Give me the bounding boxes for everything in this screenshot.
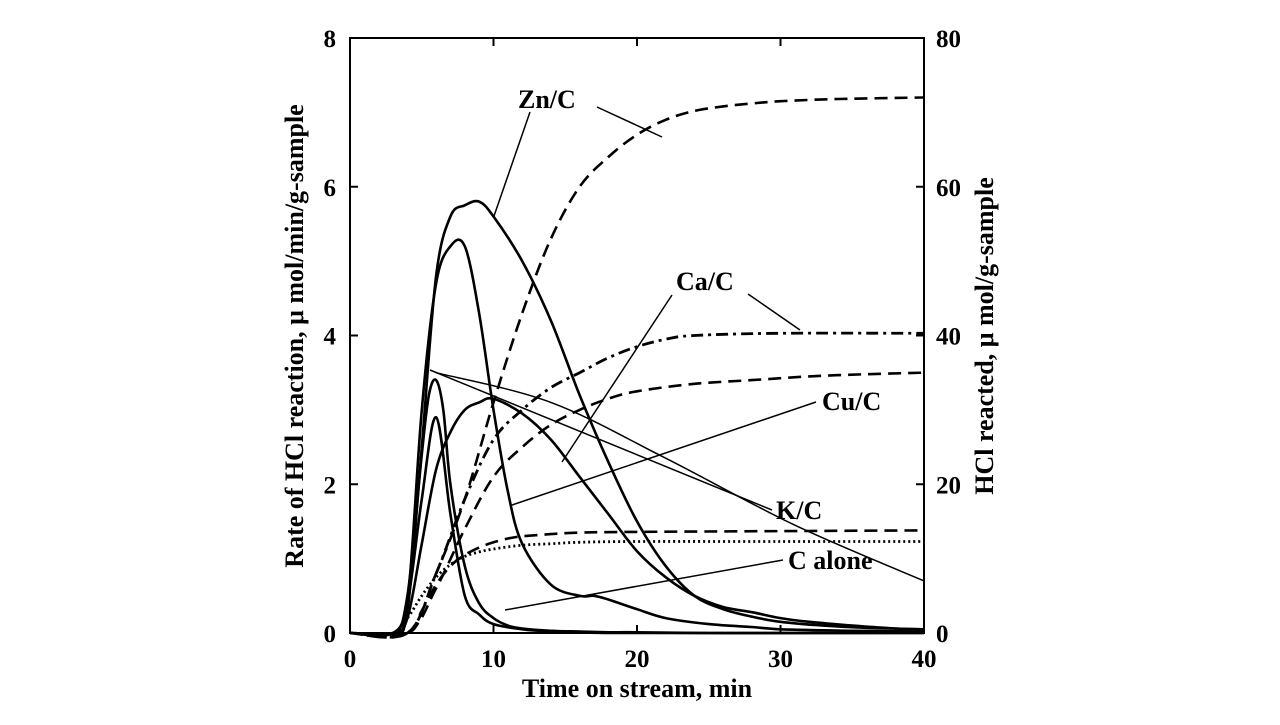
- leader-line: [561, 294, 673, 463]
- leader-line: [747, 293, 801, 331]
- y-tick-label-left: 2: [324, 472, 337, 499]
- leader-lines: [429, 106, 817, 611]
- series-line-ca-c-left: [349, 238, 925, 637]
- x-tick-label: 0: [344, 646, 357, 673]
- series-line-c-alone-right: [349, 540, 924, 636]
- x-tick-label: 40: [912, 646, 937, 673]
- series-line-c-alone-left: [349, 415, 925, 637]
- series-label-k: K/C: [776, 496, 822, 525]
- y-tick-label-right: 60: [936, 175, 961, 202]
- series-label-ca: Ca/C: [676, 267, 734, 296]
- series-line-ca-c-right: [349, 331, 925, 639]
- series-line-cu-c-left: [349, 396, 925, 636]
- leader-line: [493, 111, 531, 217]
- y-tick-label-left: 0: [324, 621, 337, 648]
- y-tick-label-left: 6: [324, 175, 337, 202]
- x-tick-label: 20: [625, 646, 650, 673]
- y-tick-label-left: 8: [324, 26, 337, 53]
- y-axis-title-right: HCl reacted, μ mol/g-sample: [970, 177, 999, 495]
- leader-line: [596, 106, 663, 138]
- leader-line: [511, 401, 817, 506]
- x-tick-label: 10: [481, 646, 506, 673]
- series-label-c-alone: C alone: [788, 546, 873, 575]
- x-axis-title: Time on stream, min: [522, 674, 753, 703]
- series-line-unlabeled-left: [435, 371, 925, 582]
- y-tick-label-right: 0: [936, 621, 949, 648]
- leader-line: [504, 559, 784, 611]
- x-tick-label: 30: [768, 646, 793, 673]
- y-tick-label-right: 80: [936, 26, 961, 53]
- y-tick-label-right: 40: [936, 324, 961, 351]
- series-layer: [349, 96, 925, 639]
- series-line-zn-c-right: [349, 96, 925, 639]
- y-tick-label-left: 4: [324, 324, 337, 351]
- y-tick-label-right: 20: [936, 472, 961, 499]
- leader-line: [429, 369, 773, 511]
- series-label-zn: Zn/C: [518, 85, 576, 114]
- y-axis-title-left: Rate of HCl reaction, μ mol/min/g-sample: [280, 104, 309, 567]
- series-label-cu: Cu/C: [822, 387, 881, 416]
